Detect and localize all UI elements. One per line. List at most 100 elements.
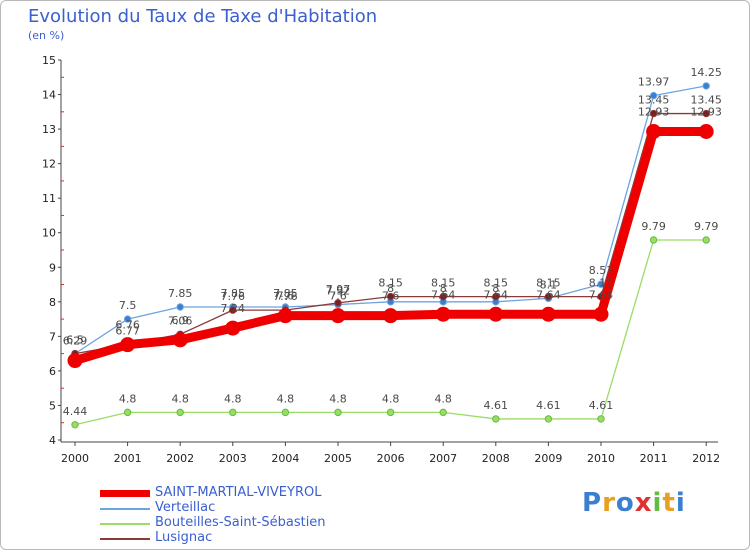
- data-label-bouteilles-saint-s-bastien: 4.8: [224, 392, 242, 405]
- y-tick-label: 5: [49, 399, 56, 412]
- y-tick-label: 10: [42, 227, 56, 240]
- data-label-lusignac: 7.06: [168, 314, 193, 327]
- data-label-verteillac: 8.1: [540, 278, 558, 291]
- data-label-lusignac: 8.15: [536, 277, 561, 290]
- data-label-lusignac: 7.76: [221, 290, 246, 303]
- data-point-bouteilles-saint-s-bastien: [229, 408, 237, 417]
- series-layer: [67, 82, 714, 429]
- data-label-saint-martial-viveyrol: 12.93: [638, 106, 670, 119]
- legend-swatch-bouteilles: [100, 523, 150, 525]
- y-tick-label: 12: [42, 158, 56, 171]
- y-tick-label: 9: [49, 261, 56, 274]
- data-label-saint-martial-viveyrol: 12.93: [690, 106, 722, 119]
- data-label-bouteilles-saint-s-bastien: 9.79: [694, 220, 719, 233]
- data-label-bouteilles-saint-s-bastien: 4.61: [484, 399, 509, 412]
- x-tick-label: 2005: [324, 452, 352, 465]
- x-tick-label: 2004: [271, 452, 299, 465]
- y-tick-label: 7: [49, 330, 56, 343]
- data-label-verteillac: 6.5: [66, 334, 84, 347]
- data-label-verteillac: 8: [387, 282, 394, 295]
- logo-letter: i: [675, 488, 686, 518]
- y-tick-label: 11: [42, 192, 56, 205]
- data-point-lusignac: [386, 292, 395, 301]
- y-tick-label: 13: [42, 123, 56, 136]
- data-point-lusignac: [229, 306, 237, 314]
- data-point-saint-martial-viveyrol: [330, 308, 346, 324]
- y-tick-label: 6: [49, 365, 56, 378]
- data-label-saint-martial-viveyrol: 7.6: [329, 290, 347, 303]
- data-point-bouteilles-saint-s-bastien: [544, 415, 553, 423]
- y-tick-label: 4: [49, 434, 56, 447]
- legend-label-saint-martial: SAINT-MARTIAL-VIVEYROL: [155, 485, 322, 500]
- data-point-saint-martial-viveyrol: [277, 308, 293, 324]
- x-tick-label: 2011: [640, 452, 668, 465]
- data-label-verteillac: 14.25: [690, 66, 722, 79]
- data-point-saint-martial-viveyrol: [540, 306, 556, 322]
- x-tick-label: 2012: [692, 452, 720, 465]
- logo-letter: i: [652, 488, 663, 518]
- series-bouteilles-saint-s-bastien: [71, 236, 710, 429]
- data-label-saint-martial-viveyrol: 7.64: [484, 288, 509, 301]
- data-label-lusignac: 6.77: [115, 324, 140, 337]
- data-label-lusignac: 7.97: [326, 283, 351, 296]
- data-label-lusignac: 6.5: [66, 334, 84, 347]
- data-point-bouteilles-saint-s-bastien: [439, 408, 447, 417]
- legend-swatch-lusignac: [100, 538, 150, 540]
- series-saint-martial-viveyrol: [67, 124, 714, 369]
- data-point-lusignac: [702, 109, 710, 118]
- data-label-verteillac: 7.85: [273, 287, 298, 300]
- data-point-verteillac: [123, 315, 132, 323]
- data-point-bouteilles-saint-s-bastien: [597, 415, 605, 423]
- data-point-saint-martial-viveyrol: [435, 306, 451, 322]
- data-point-lusignac: [334, 299, 342, 307]
- logo-letter: P: [582, 488, 603, 518]
- data-label-verteillac: 8.51: [589, 264, 614, 277]
- y-tick-label: 15: [42, 54, 56, 67]
- data-point-bouteilles-saint-s-bastien: [386, 408, 395, 417]
- logo-letter: x: [634, 488, 653, 518]
- data-label-verteillac: 7.85: [221, 287, 246, 300]
- data-label-saint-martial-viveyrol: 6.29: [63, 335, 88, 348]
- logo-letter: t: [662, 488, 676, 518]
- data-label-saint-martial-viveyrol: 7.6: [277, 290, 295, 303]
- data-label-lusignac: 8.15: [378, 277, 403, 290]
- data-label-lusignac: 8.15: [589, 277, 614, 290]
- legend-label-bouteilles: Bouteilles-Saint-Sébastien: [155, 515, 326, 530]
- data-label-lusignac: 7.76: [273, 290, 298, 303]
- data-point-saint-martial-viveyrol: [698, 124, 714, 140]
- x-tick-label: 2007: [429, 452, 457, 465]
- data-label-saint-martial-viveyrol: 7.64: [536, 288, 561, 301]
- x-tick-label: 2006: [377, 452, 405, 465]
- data-label-saint-martial-viveyrol: 6.9: [171, 314, 189, 327]
- data-point-bouteilles-saint-s-bastien: [281, 408, 290, 417]
- data-label-bouteilles-saint-s-bastien: 9.79: [641, 220, 666, 233]
- data-label-lusignac: 8.15: [484, 277, 509, 290]
- logo-letter: r: [602, 488, 616, 518]
- data-label-lusignac: 8.15: [431, 277, 456, 290]
- data-label-bouteilles-saint-s-bastien: 4.61: [589, 399, 614, 412]
- x-tick-label: 2000: [61, 452, 89, 465]
- data-point-verteillac: [649, 91, 658, 100]
- data-label-verteillac: 7.5: [119, 299, 137, 312]
- data-point-saint-martial-viveyrol: [646, 124, 662, 140]
- data-point-bouteilles-saint-s-bastien: [334, 408, 342, 417]
- logo-letter: o: [615, 488, 635, 518]
- data-point-saint-martial-viveyrol: [383, 308, 399, 324]
- data-label-bouteilles-saint-s-bastien: 4.8: [171, 392, 189, 405]
- data-point-bouteilles-saint-s-bastien: [649, 236, 658, 244]
- data-point-saint-martial-viveyrol: [225, 320, 241, 336]
- x-tick-label: 2009: [534, 452, 562, 465]
- data-point-lusignac: [649, 109, 658, 118]
- y-tick-label: 8: [49, 296, 56, 309]
- data-labels: 4.44 4.8 4.8 4.8 4.8 4.8 4.8 4.8 4.61 4.61 4.61 9.7…: [63, 66, 722, 418]
- data-point-lusignac: [544, 292, 553, 301]
- data-point-bouteilles-saint-s-bastien: [702, 236, 710, 244]
- data-point-bouteilles-saint-s-bastien: [123, 408, 132, 417]
- proxiti-logo: Proxiti: [582, 488, 686, 518]
- y-tick-label: 14: [42, 89, 56, 102]
- data-label-bouteilles-saint-s-bastien: 4.61: [536, 399, 561, 412]
- data-label-verteillac: 13.97: [638, 76, 670, 89]
- unit-label: (en %): [28, 29, 65, 42]
